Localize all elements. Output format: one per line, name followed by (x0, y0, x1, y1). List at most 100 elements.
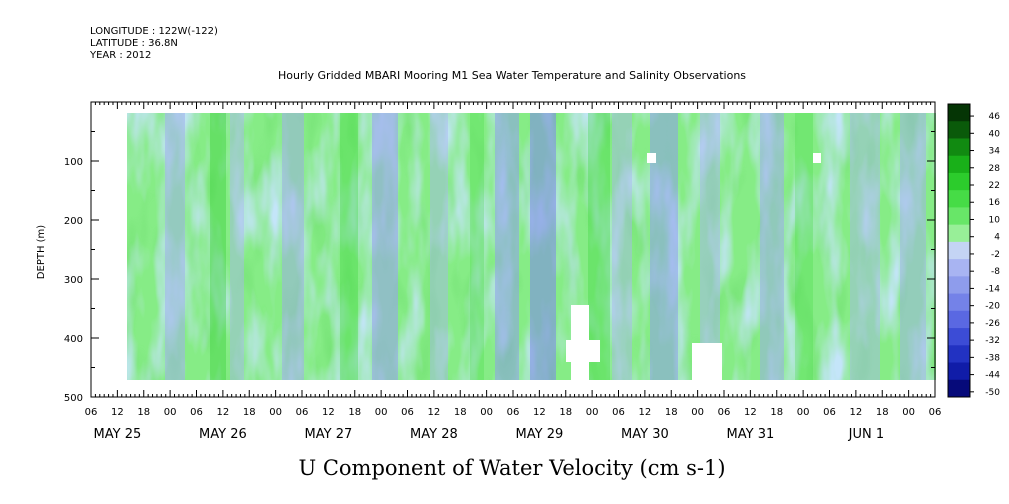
colorbar-swatch (948, 241, 970, 260)
missing-patch (647, 153, 656, 163)
colorbar-swatch (948, 259, 970, 277)
axes: 06 12 18 00 06 12 18 00 06 12 18 00 06 12 18 00 06 12 18 00… (64, 102, 941, 442)
colorbar-swatch (948, 345, 970, 364)
colorbar-label: -26 (985, 319, 1000, 329)
colorbar-label: 22 (989, 181, 1000, 191)
x-tick-label: 12 (322, 407, 335, 418)
x-axis-label: U Component of Water Velocity (cm s-1) (298, 456, 725, 480)
colorbar-frame (947, 103, 971, 398)
x-tick-label: 00 (902, 407, 915, 418)
x-tick-label: 06 (190, 407, 203, 418)
velocity-band (230, 113, 244, 384)
plot-area (127, 113, 936, 390)
colorbar-swatch (948, 310, 970, 329)
colorbar-label: 40 (989, 129, 1001, 139)
colorbar-swatch (948, 104, 970, 122)
colorbar-label: -38 (985, 353, 1000, 363)
colorbar-label: 16 (989, 198, 1001, 208)
x-tick-label: 06 (929, 407, 942, 418)
x-tick-label: 00 (586, 407, 599, 418)
missing-patch (692, 343, 722, 386)
x-tick-label: 00 (375, 407, 388, 418)
latitude-label: LATITUDE : 36.8N (90, 38, 178, 49)
y-tick-label: 500 (64, 393, 83, 404)
velocity-band (495, 113, 519, 384)
velocity-band (210, 113, 226, 384)
x-tick-label: 18 (454, 407, 467, 418)
x-tick-label: 06 (718, 407, 731, 418)
colorbar: 46 40 34 28 22 16 10 4 -2 -8 -14 -20 -26 -32 -38 -44 -50 (947, 103, 1001, 398)
missing-patch (127, 380, 936, 390)
colorbar-swatch (948, 276, 970, 295)
velocity-bands (165, 113, 926, 384)
x-tick-label: 18 (876, 407, 889, 418)
velocity-band (588, 113, 610, 384)
colorbar-swatch (948, 138, 970, 157)
colorbar-label: -32 (985, 336, 1000, 346)
velocity-band (372, 113, 398, 384)
y-tick-label: 300 (64, 275, 83, 286)
colorbar-label: -2 (991, 250, 1000, 260)
x-tick-label: 00 (164, 407, 177, 418)
chart-title: Hourly Gridded MBARI Mooring M1 Sea Wate… (278, 69, 746, 82)
velocity-band (530, 113, 556, 384)
x-tick-label: 06 (401, 407, 414, 418)
colorbar-label: 10 (989, 215, 1001, 225)
x-tick-label: 12 (111, 407, 124, 418)
colorbar-label: -50 (985, 388, 1000, 398)
x-tick-label: 18 (243, 407, 256, 418)
x-day-label: MAY 25 (94, 427, 142, 442)
colorbar-label: 34 (989, 147, 1001, 157)
missing-patch (566, 340, 600, 362)
colorbar-swatch (948, 293, 970, 312)
x-tick-label: 00 (480, 407, 493, 418)
colorbar-swatch (948, 224, 970, 243)
x-day-label: MAY 31 (727, 427, 775, 442)
y-axis-label: DEPTH (m) (36, 225, 47, 279)
x-tick-label: 06 (296, 407, 309, 418)
y-tick-label: 100 (64, 157, 83, 168)
x-tick-label: 00 (269, 407, 282, 418)
x-tick-label: 18 (665, 407, 678, 418)
colorbar-swatch (948, 207, 970, 226)
x-tick-label: 12 (217, 407, 230, 418)
x-tick-label: 00 (691, 407, 704, 418)
x-tick-label: 18 (137, 407, 150, 418)
x-tick-label: 12 (744, 407, 757, 418)
x-day-label: MAY 27 (305, 427, 353, 442)
missing-patch (813, 153, 821, 163)
x-tick-label: 18 (348, 407, 361, 418)
y-tick-label: 200 (64, 216, 83, 227)
velocity-band (795, 113, 813, 384)
colorbar-label: -8 (991, 267, 1000, 277)
colorbar-swatch (948, 121, 970, 139)
x-tick-label: 12 (639, 407, 652, 418)
x-tick-label: 06 (612, 407, 625, 418)
x-day-label: JUN 1 (848, 427, 884, 442)
colorbar-swatch (948, 362, 970, 381)
x-tick-label: 00 (797, 407, 810, 418)
x-tick-label: 12 (850, 407, 863, 418)
colorbar-swatch (948, 155, 970, 174)
colorbar-label: 4 (994, 233, 1000, 243)
x-day-label: MAY 26 (199, 427, 247, 442)
velocity-band (700, 113, 720, 384)
x-tick-label: 18 (770, 407, 783, 418)
velocity-band (340, 113, 358, 384)
colorbar-label: 46 (989, 112, 1001, 122)
missing-data-patches (127, 153, 936, 390)
colorbar-label: -44 (985, 371, 1000, 381)
y-tick-label: 400 (64, 334, 83, 345)
velocity-band (850, 113, 880, 384)
longitude-label: LONGITUDE : 122W(-122) (90, 26, 218, 37)
x-tick-label: 12 (533, 407, 546, 418)
velocity-band (165, 113, 185, 384)
x-tick-label: 06 (507, 407, 520, 418)
year-label: YEAR : 2012 (89, 50, 151, 61)
x-tick-label: 06 (85, 407, 98, 418)
x-day-label: MAY 30 (621, 427, 669, 442)
velocity-band (470, 113, 484, 384)
colorbar-label: 28 (989, 164, 1001, 174)
velocity-band (612, 113, 632, 384)
velocity-band (282, 113, 304, 384)
